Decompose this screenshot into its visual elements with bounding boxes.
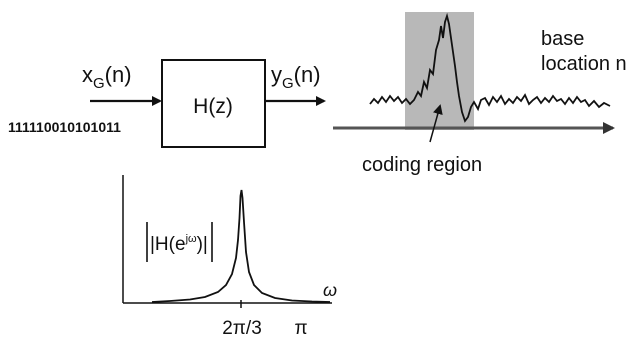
input-signal-label: xG(n)	[82, 62, 132, 92]
signal-trace	[369, 12, 611, 123]
tick-label-pi: π	[294, 318, 307, 339]
input-sequence: 111110010101011	[8, 119, 121, 135]
coding-region-highlight	[405, 12, 474, 130]
frequency-response-plot: |H(ejω)| ω 2π/3 π	[122, 175, 337, 339]
axis-label-base: base	[541, 28, 584, 50]
axis-label-location: location n	[541, 53, 627, 75]
output-signal-label: yG(n)	[271, 62, 321, 92]
tick-label-2pi-3: 2π/3	[222, 318, 262, 339]
omega-axis-label: ω	[323, 280, 337, 300]
coding-region-label: coding region	[362, 154, 482, 176]
filter-block	[161, 59, 266, 148]
block-diagram: xG(n) H(z) yG(n) 111110010101011	[8, 59, 326, 148]
coding-region-pointer	[429, 104, 443, 143]
signal-plot: coding region base location n	[333, 12, 627, 176]
response-curve	[151, 189, 331, 303]
magnitude-label: |H(ejω)|	[150, 233, 208, 255]
filter-label: H(z)	[193, 95, 233, 118]
